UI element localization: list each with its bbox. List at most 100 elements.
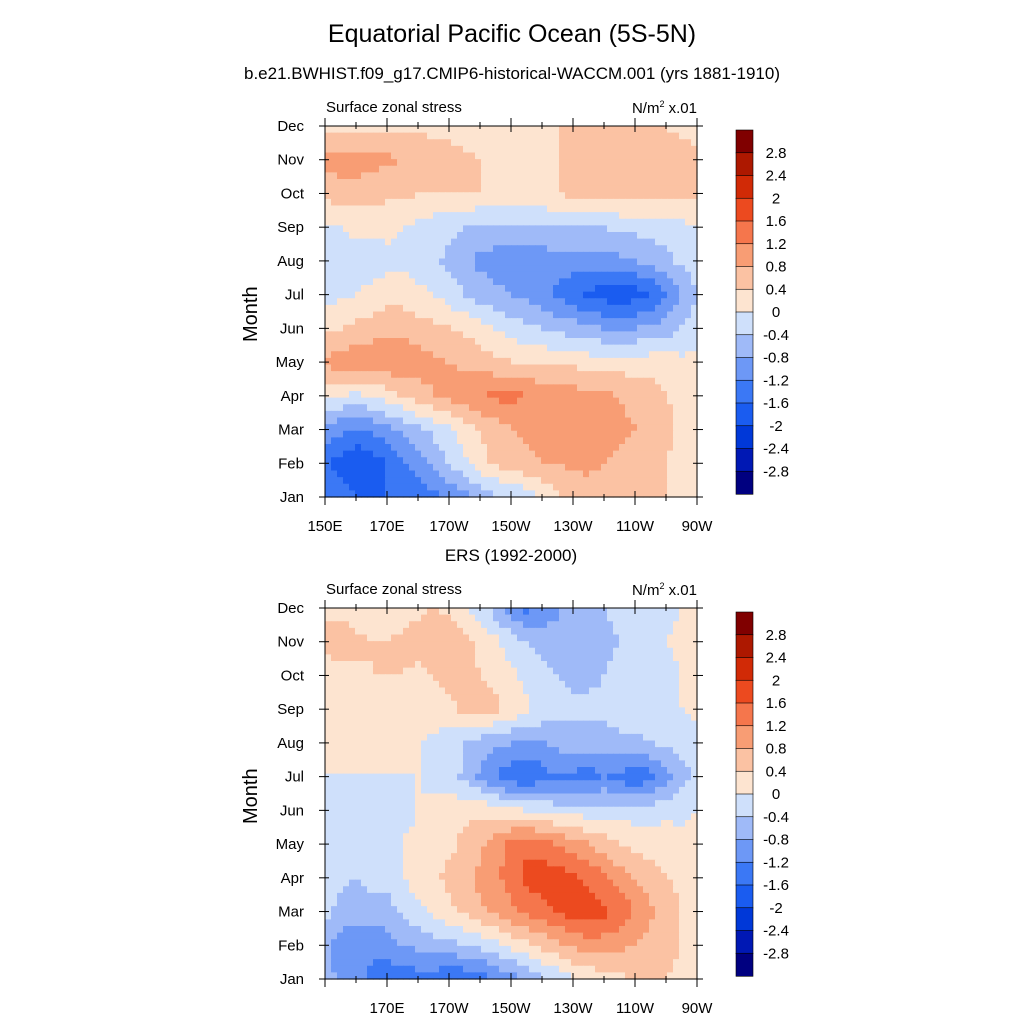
field-cell bbox=[631, 437, 638, 445]
field-cell bbox=[583, 661, 590, 669]
field-cell bbox=[457, 265, 464, 273]
field-cell bbox=[331, 298, 338, 306]
field-cell bbox=[547, 371, 554, 379]
field-cell bbox=[529, 232, 536, 240]
field-cell bbox=[601, 694, 608, 702]
field-cell bbox=[373, 654, 380, 662]
field-cell bbox=[607, 192, 614, 200]
field-cell bbox=[451, 450, 458, 458]
field-cell bbox=[361, 278, 368, 286]
field-cell bbox=[691, 424, 698, 432]
field-cell bbox=[457, 753, 464, 761]
field-cell bbox=[427, 450, 434, 458]
field-cell bbox=[331, 285, 338, 293]
field-cell bbox=[583, 457, 590, 465]
field-cell bbox=[343, 205, 350, 213]
field-cell bbox=[517, 404, 524, 412]
field-cell bbox=[583, 271, 590, 279]
field-cell bbox=[667, 463, 674, 472]
field-cell bbox=[349, 371, 356, 379]
field-cell bbox=[367, 634, 374, 642]
field-cell bbox=[433, 720, 440, 728]
field-cell bbox=[355, 490, 362, 498]
field-cell bbox=[559, 404, 566, 412]
field-cell bbox=[373, 258, 380, 266]
field-cell bbox=[679, 700, 686, 708]
field-cell bbox=[349, 680, 356, 689]
field-cell bbox=[649, 331, 656, 339]
field-cell bbox=[655, 700, 662, 708]
field-cell bbox=[361, 291, 368, 299]
field-cell bbox=[415, 477, 422, 485]
field-cell bbox=[565, 198, 572, 207]
field-cell bbox=[427, 205, 434, 213]
field-cell bbox=[457, 714, 464, 722]
field-cell bbox=[415, 490, 422, 498]
field-cell bbox=[493, 694, 500, 702]
field-cell bbox=[475, 179, 482, 187]
field-cell bbox=[391, 654, 398, 662]
field-cell bbox=[661, 647, 668, 655]
field-cell bbox=[565, 225, 572, 233]
field-cell bbox=[337, 674, 344, 682]
field-cell bbox=[643, 608, 650, 616]
field-cell bbox=[685, 410, 692, 419]
field-cell bbox=[499, 364, 506, 372]
field-cell bbox=[571, 477, 578, 485]
field-cell bbox=[589, 198, 596, 207]
field-cell bbox=[547, 218, 554, 226]
field-cell bbox=[625, 324, 632, 332]
field-cell bbox=[529, 145, 536, 154]
field-cell bbox=[475, 687, 482, 695]
field-cell bbox=[655, 298, 662, 306]
field-cell bbox=[601, 192, 608, 200]
field-cell bbox=[499, 271, 506, 279]
field-cell bbox=[481, 733, 488, 742]
field-cell bbox=[595, 647, 602, 655]
field-cell bbox=[385, 700, 392, 708]
field-cell bbox=[325, 205, 332, 213]
field-cell bbox=[331, 614, 338, 622]
field-cell bbox=[511, 324, 518, 332]
field-cell bbox=[361, 437, 368, 445]
field-cell bbox=[649, 687, 656, 695]
field-cell bbox=[529, 680, 536, 689]
field-cell bbox=[409, 298, 416, 306]
field-cell bbox=[667, 647, 674, 655]
field-cell bbox=[505, 152, 512, 160]
field-cell bbox=[571, 192, 578, 200]
field-cell bbox=[583, 621, 590, 629]
field-cell bbox=[499, 377, 506, 385]
field-cell bbox=[553, 680, 560, 689]
field-cell bbox=[499, 318, 506, 326]
field-cell bbox=[529, 265, 536, 273]
field-cell bbox=[607, 641, 614, 649]
field-cell bbox=[607, 132, 614, 140]
field-cell bbox=[565, 608, 572, 616]
field-cell bbox=[433, 198, 440, 207]
field-cell bbox=[601, 470, 608, 478]
field-cell bbox=[457, 740, 464, 748]
field-cell bbox=[445, 159, 452, 167]
field-cell bbox=[541, 179, 548, 187]
field-cell bbox=[451, 364, 458, 372]
field-cell bbox=[673, 608, 680, 616]
field-cell bbox=[577, 740, 584, 748]
field-cell bbox=[379, 490, 386, 498]
field-cell bbox=[463, 139, 470, 147]
field-cell bbox=[517, 457, 524, 465]
field-cell bbox=[391, 384, 398, 392]
field-cell bbox=[373, 404, 380, 412]
field-cell bbox=[487, 291, 494, 299]
field-cell bbox=[583, 700, 590, 708]
field-cell bbox=[553, 265, 560, 273]
field-cell bbox=[529, 430, 536, 438]
field-cell bbox=[349, 463, 356, 472]
field-cell bbox=[589, 251, 596, 260]
field-cell bbox=[379, 198, 386, 207]
field-cell bbox=[631, 172, 638, 180]
field-cell bbox=[403, 324, 410, 332]
field-cell bbox=[583, 417, 590, 425]
field-cell bbox=[685, 285, 692, 293]
field-cell bbox=[595, 218, 602, 226]
